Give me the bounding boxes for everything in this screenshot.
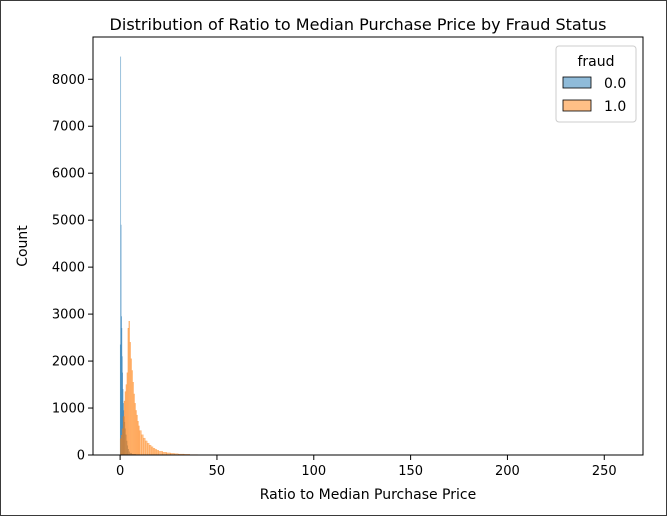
y-tick-label-6: 6000 — [52, 167, 85, 182]
legend-label-0: 0.0 — [604, 76, 626, 92]
y-tick-label-4: 4000 — [52, 261, 85, 276]
x-tick-label-5: 250 — [592, 464, 617, 479]
y-axis-ticks: 0 1000 2000 3000 4000 5000 6000 7000 8000 — [52, 73, 93, 464]
y-tick-label-1: 1000 — [52, 402, 85, 417]
histogram-bar-s1-29 — [157, 450, 159, 455]
legend-title: fraud — [577, 54, 614, 70]
legend-label-1: 1.0 — [604, 99, 626, 115]
y-tick-label-3: 3000 — [52, 308, 85, 323]
x-tick-label-4: 200 — [495, 464, 520, 479]
y-tick-label-0: 0 — [77, 449, 85, 464]
histogram-bar-s1-30 — [159, 451, 163, 455]
histogram-bar-s1-20 — [139, 431, 141, 455]
histogram-bar-s1-28 — [155, 449, 157, 455]
histogram-bar-s1-21 — [141, 435, 143, 455]
y-axis-label: Count — [15, 225, 31, 267]
histogram-bar-s1-27 — [153, 448, 155, 455]
legend: fraud 0.0 1.0 — [556, 46, 636, 122]
y-tick-label-5: 5000 — [52, 214, 85, 229]
series-1-bars — [120, 321, 643, 455]
x-tick-label-1: 50 — [209, 464, 226, 479]
x-axis-label: Ratio to Median Purchase Price — [260, 487, 476, 503]
histogram-bar-s1-25 — [149, 445, 151, 455]
histogram-bar-s1-22 — [143, 438, 145, 455]
x-tick-label-2: 100 — [301, 464, 326, 479]
histogram-bar-s1-23 — [145, 441, 147, 455]
chart-title: Distribution of Ratio to Median Purchase… — [110, 15, 607, 34]
y-tick-label-8: 8000 — [52, 73, 85, 88]
legend-swatch-0 — [563, 77, 591, 88]
x-axis-ticks: 0 50 100 150 200 250 — [116, 455, 617, 479]
y-tick-label-7: 7000 — [52, 120, 85, 135]
y-tick-label-2: 2000 — [52, 355, 85, 370]
histogram-bar-s1-24 — [147, 443, 149, 455]
legend-swatch-1 — [563, 100, 591, 111]
x-tick-label-3: 150 — [398, 464, 423, 479]
x-tick-label-0: 0 — [116, 464, 124, 479]
histogram-bar-s1-26 — [151, 447, 153, 455]
